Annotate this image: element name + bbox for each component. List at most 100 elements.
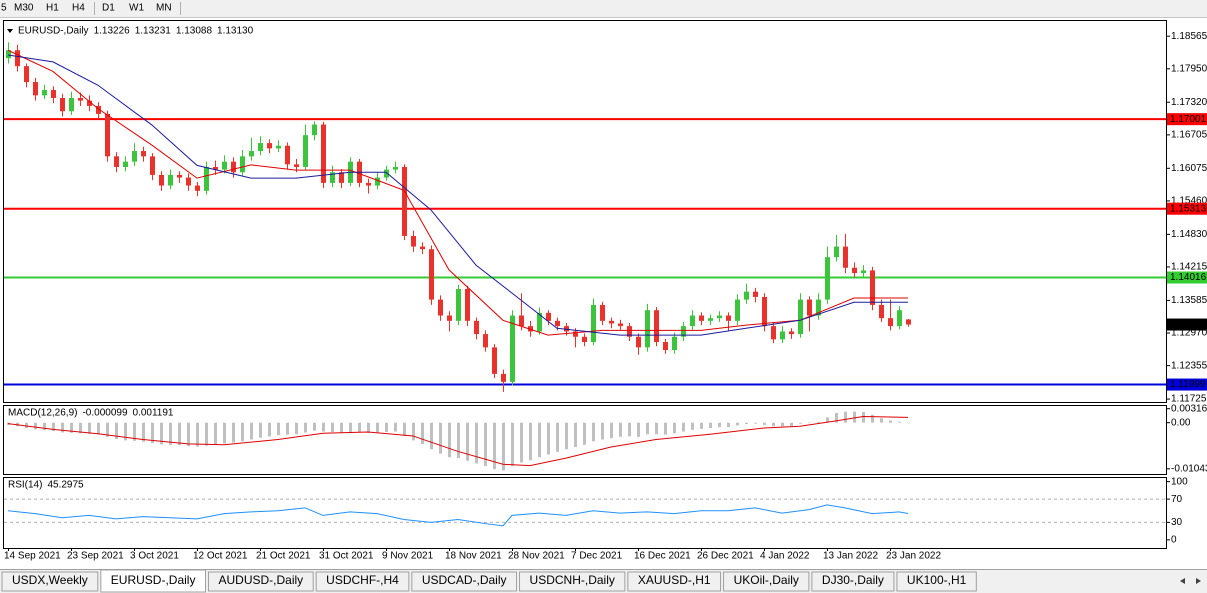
menu-triangle[interactable] [7,29,13,33]
tab[interactable]: USDCNH-,Daily [519,571,626,592]
macd-bar [763,422,766,425]
y-tick-label: 1.17950 [1171,63,1207,74]
timeframe-button[interactable]: W1 [129,3,144,14]
tab-label[interactable]: DJ30-,Daily [822,573,884,587]
scroll-left[interactable] [1180,578,1185,584]
tab-label[interactable]: EURUSD-,Daily [111,573,196,587]
candle-body [843,246,848,268]
candle-body [60,97,65,112]
tab-label[interactable]: USDCNH-,Daily [530,573,615,587]
indicator-value: -0.000099 [82,408,127,419]
timeframe-button[interactable]: D1 [102,3,115,14]
x-tick-label: 4 Jan 2022 [760,551,810,562]
macd-bar [736,422,739,426]
tab[interactable]: USDCAD-,Daily [411,571,518,592]
x-tick-label: 16 Dec 2021 [634,551,691,562]
tab-label[interactable]: UKOil-,Daily [734,573,799,587]
scroll-right[interactable] [1196,578,1201,584]
tab[interactable]: USDX,Weekly [1,571,99,592]
candle-body [285,145,290,165]
macd-bar [475,422,478,464]
macd-bar [466,422,469,461]
macd-bar [97,422,100,435]
macd-bar [808,422,811,424]
macd-bar [457,422,460,459]
candle-body [879,304,884,319]
tab-label[interactable]: USDX,Weekly [12,573,88,587]
tab[interactable]: XAUUSD-,H1 [627,571,722,592]
candle-body [339,172,344,183]
macd-bar [538,422,541,458]
timeframe-button[interactable]: MN [156,3,172,14]
tab[interactable]: EURUSD-,Daily [100,569,206,593]
macd-bar [835,412,838,423]
candle-body [150,156,155,175]
macd-bar [313,422,316,431]
tab[interactable]: AUDUSD-,Daily [207,571,314,592]
candle-body [402,166,407,236]
timeframe-button[interactable]: 5 [1,3,7,14]
macd-bar [682,422,685,432]
macd-bar [403,422,406,436]
candle-body [627,326,632,337]
macd-bar [421,422,424,444]
candle-body [645,310,650,348]
macd-bar [439,422,442,454]
candle-body [735,299,740,321]
macd-bar [214,422,217,445]
macd-bar [277,422,280,436]
level-label: 1.15313 [1170,203,1207,214]
candle-body [789,331,794,335]
tab-label[interactable]: AUDUSD-,Daily [218,573,303,587]
candle-body [393,166,398,170]
macd-bar [565,422,568,450]
macd-bar [367,422,370,433]
tab-background [100,569,206,593]
tab[interactable]: UK100-,H1 [896,571,977,592]
macd-bar [871,414,874,423]
macd-bar [772,422,775,427]
macd-bar [232,422,235,443]
x-tick-label: 23 Sep 2021 [67,551,124,562]
candle-body [177,174,182,178]
macd-bar [160,422,163,445]
macd-bar [448,422,451,458]
candle-body [384,169,389,178]
candle-body [51,90,56,98]
timeframe-button[interactable]: H4 [72,3,85,14]
tab[interactable]: DJ30-,Daily [811,571,895,592]
timeframe-button[interactable]: M30 [14,3,34,14]
macd-bar [223,422,226,444]
tab[interactable]: UKOil-,Daily [723,571,810,592]
y-tick-label: 1.17320 [1171,97,1207,108]
candle-body [573,331,578,337]
candle-body [186,177,191,186]
tab-label[interactable]: USDCHF-,H4 [326,573,399,587]
candle-body [222,161,227,170]
moving-average [7,49,908,336]
macd-bar [385,422,388,432]
macd-bar [610,422,613,439]
candle-body [546,312,551,321]
level-label: 1.11999 [1170,379,1206,390]
candle-body [906,319,911,325]
tab-label[interactable]: USDCAD-,Daily [422,573,507,587]
macd-bar [637,422,640,437]
x-tick-label: 12 Oct 2021 [193,551,248,562]
macd-bar [79,422,82,434]
candle-body [798,299,803,335]
macd-bar [106,422,109,437]
tab-label[interactable]: UK100-,H1 [907,573,967,587]
macd-bar [511,422,514,467]
candle-body [168,174,173,186]
candle-body [708,318,713,321]
candle-body [375,177,380,186]
x-tick-label: 7 Dec 2021 [571,551,623,562]
timeframe-button[interactable]: H1 [46,3,59,14]
tab-label[interactable]: XAUUSD-,H1 [638,573,711,587]
macd-bar [700,422,703,429]
macd-bar [790,422,793,427]
candle-body [672,336,677,351]
macd-bar [655,422,658,435]
tab[interactable]: USDCHF-,H4 [315,571,410,592]
